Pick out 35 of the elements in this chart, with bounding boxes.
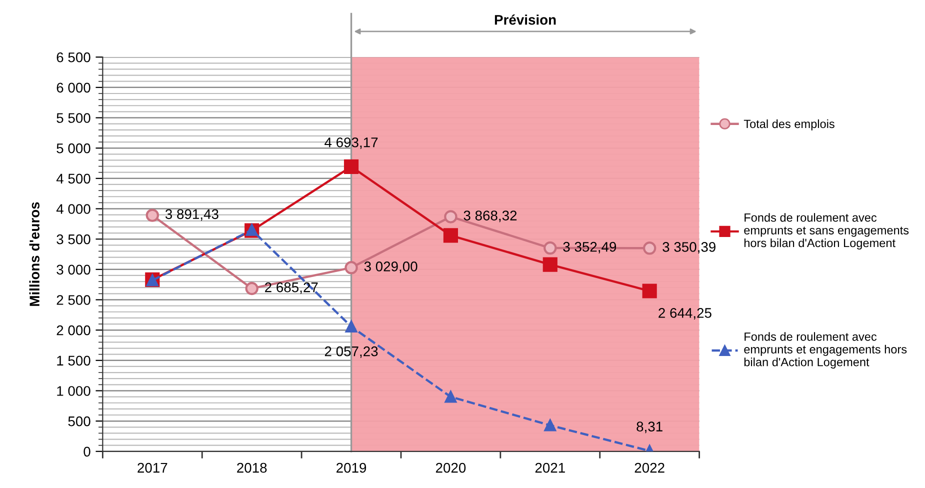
x-tick-label: 2022 (634, 462, 664, 473)
y-tick-label: 1 000 (57, 386, 90, 396)
x-tick-label: 2018 (237, 462, 267, 473)
y-tick-label: 1 500 (57, 356, 90, 366)
y-tick-label: 5 000 (56, 143, 90, 154)
y-tick-label: 3 500 (56, 234, 90, 244)
y-tick-label: 4 500 (56, 174, 90, 184)
y-axis-title: Millions d'euros (29, 202, 40, 306)
y-tick-label: 5 500 (56, 113, 90, 123)
data-label: 3 352,49 (563, 242, 616, 254)
y-tick-label: 6 000 (56, 82, 90, 93)
x-tick-label: 2017 (138, 462, 168, 473)
y-tick-label: 0 (84, 446, 90, 457)
data-label: 3 029,00 (364, 262, 418, 274)
legend-label: Total des emplois (744, 119, 834, 130)
data-label: 3 891,43 (165, 209, 218, 221)
data-label: 2 644,25 (658, 308, 712, 320)
legend-label: Fonds de roulement avec emprunts et engagements hors bilan d'Action Logement (744, 332, 907, 369)
y-tick-label: 2 000 (56, 325, 90, 336)
x-tick-label: 2019 (336, 462, 366, 473)
y-tick-label: 6 500 (56, 52, 90, 62)
data-label: 3 350,39 (662, 242, 716, 254)
data-label: 8,31 (636, 422, 662, 434)
y-tick-label: 2 500 (56, 295, 90, 305)
y-tick-label: 500 (68, 416, 90, 426)
x-tick-label: 2020 (436, 462, 466, 473)
data-label: 2 057,23 (324, 346, 378, 358)
y-tick-label: 3 000 (56, 264, 90, 275)
data-label: 4 693,17 (324, 137, 378, 149)
y-tick-label: 4 000 (56, 204, 90, 214)
legend-label: Fonds de roulement avec emprunts et sans engagements hors bilan d'Action Logement (744, 213, 909, 250)
data-label: 3 868,32 (464, 210, 517, 222)
band-label: Prévision (494, 14, 556, 25)
data-label: 2 685,27 (265, 282, 318, 294)
x-tick-label: 2021 (535, 462, 565, 473)
